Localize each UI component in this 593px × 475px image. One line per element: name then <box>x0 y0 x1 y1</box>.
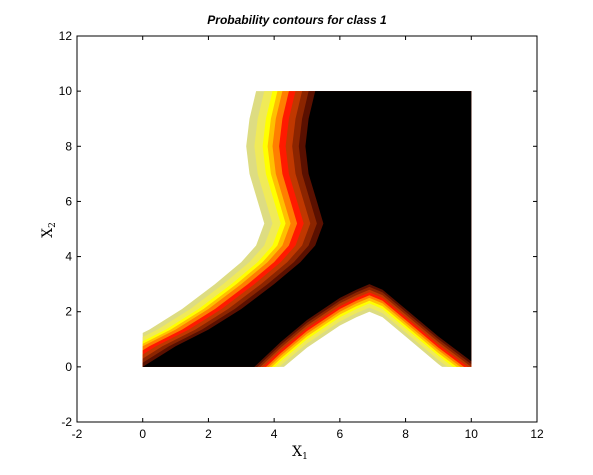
y-axis-label-base: X <box>40 228 56 238</box>
x-axis-label-base: X <box>292 444 302 460</box>
y-tick-label: -2 <box>61 415 72 429</box>
contour-band-0 <box>142 91 472 367</box>
y-tick-label: 8 <box>65 139 72 153</box>
axes-box <box>76 35 538 423</box>
x-axis-label-subscript: 1 <box>302 452 308 462</box>
chart-title: Probability contours for class 1 <box>207 13 387 27</box>
x-tick-label: 2 <box>205 427 212 441</box>
x-axis-label: X1 <box>292 444 308 462</box>
x-tick-label: 10 <box>465 427 479 441</box>
x-tick-label: 8 <box>402 427 409 441</box>
y-tick-label: 2 <box>65 305 72 319</box>
y-tick-label: 10 <box>59 84 73 98</box>
contour-layers <box>142 91 472 367</box>
y-axis-label-subscript: 2 <box>48 222 58 228</box>
axes-frame <box>76 35 538 423</box>
y-axis-label: X2 <box>40 222 58 238</box>
x-tick-label: 6 <box>337 427 344 441</box>
y-tick-label: 6 <box>65 194 72 208</box>
x-tick-label: 0 <box>139 427 146 441</box>
y-tick-label: 0 <box>65 360 72 374</box>
x-tick-label: -2 <box>72 427 83 441</box>
x-tick-label: 12 <box>530 427 544 441</box>
y-tick-label: 4 <box>65 250 72 264</box>
y-tick-label: 12 <box>59 29 73 43</box>
axis-ticks: -2 0 2 4 6 8 10 12 -2 0 2 4 6 8 10 12 <box>59 29 544 441</box>
x-tick-label: 4 <box>271 427 278 441</box>
